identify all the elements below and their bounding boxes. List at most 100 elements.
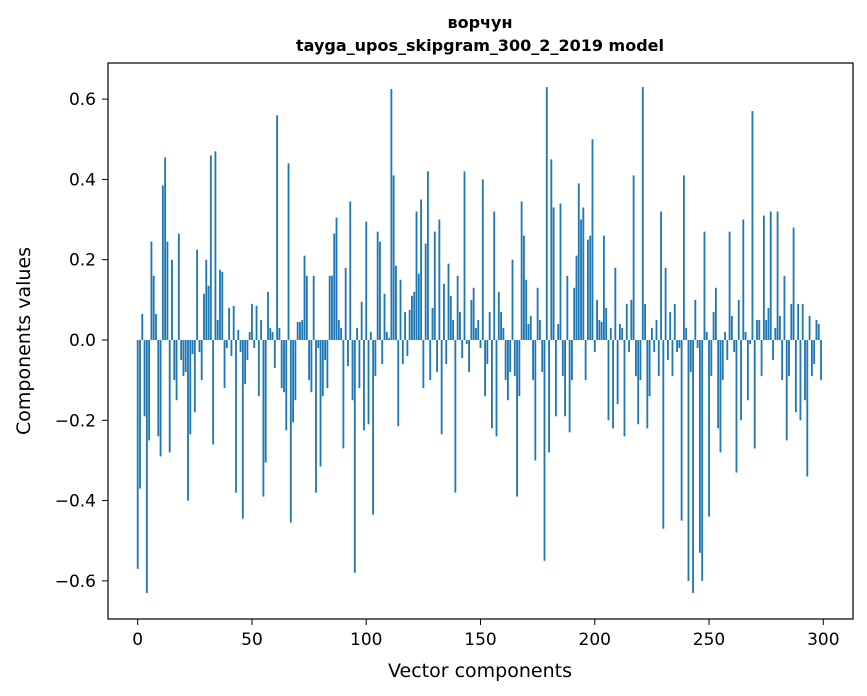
- bar: [184, 340, 187, 373]
- bar: [746, 340, 749, 401]
- bar: [543, 340, 546, 561]
- bar: [673, 303, 676, 340]
- bar: [650, 327, 653, 340]
- bar: [479, 340, 482, 349]
- bar: [395, 265, 397, 340]
- bar: [349, 201, 352, 340]
- bar: [321, 340, 324, 397]
- chart-subtitle: tayga_upos_skipgram_300_2_2019 model: [296, 36, 664, 55]
- bar: [255, 305, 258, 340]
- bar: [781, 340, 784, 381]
- bar: [637, 340, 640, 425]
- bar: [264, 340, 267, 463]
- bar: [653, 340, 656, 353]
- bar: [481, 179, 484, 340]
- bar: [230, 340, 233, 357]
- bar: [753, 340, 756, 449]
- bar: [173, 340, 176, 381]
- bar: [310, 340, 313, 393]
- bar: [580, 219, 582, 340]
- y-tick-label: −0.2: [55, 411, 96, 431]
- bar: [177, 233, 180, 340]
- bar: [783, 275, 786, 340]
- bar: [152, 275, 155, 340]
- bar: [287, 163, 290, 340]
- bar: [772, 340, 774, 361]
- bar: [516, 340, 518, 497]
- bar: [301, 319, 304, 340]
- bar: [769, 211, 772, 340]
- bar: [296, 321, 299, 340]
- bar: [271, 331, 274, 340]
- bar: [331, 275, 333, 340]
- bars-group: [136, 87, 822, 593]
- bar: [415, 211, 418, 340]
- bar: [539, 319, 541, 340]
- bar: [774, 327, 777, 340]
- bar: [155, 313, 157, 340]
- bar: [312, 275, 315, 340]
- bar: [644, 303, 646, 340]
- bar: [724, 331, 726, 340]
- bar: [397, 340, 400, 427]
- chart-title: ворчун: [447, 13, 512, 32]
- bar: [491, 340, 493, 429]
- bar: [762, 215, 765, 340]
- bar: [260, 319, 263, 340]
- bar: [477, 319, 480, 340]
- bar: [742, 219, 745, 340]
- bar: [767, 307, 770, 340]
- bar: [797, 303, 800, 340]
- bar: [465, 340, 468, 345]
- bar: [591, 139, 594, 340]
- bar: [778, 315, 781, 340]
- bar: [253, 340, 256, 349]
- bar: [244, 340, 247, 385]
- bar: [214, 151, 217, 340]
- bar: [573, 287, 576, 340]
- bar: [571, 340, 573, 381]
- bar: [493, 211, 496, 340]
- bar: [703, 231, 706, 340]
- bar: [401, 340, 404, 365]
- bar: [374, 340, 377, 377]
- bar: [740, 340, 742, 421]
- bar: [541, 340, 544, 373]
- bar: [584, 340, 587, 381]
- bar: [420, 199, 422, 340]
- bar: [810, 340, 813, 377]
- bar: [806, 340, 809, 477]
- bar: [161, 185, 164, 340]
- bar: [148, 340, 151, 441]
- bar: [586, 239, 589, 340]
- bar: [344, 267, 347, 340]
- plot-frame: [107, 62, 854, 620]
- bar: [666, 340, 669, 361]
- bar: [319, 340, 322, 467]
- bar: [171, 259, 173, 340]
- bar: [180, 340, 183, 361]
- bar: [676, 340, 678, 353]
- bar: [399, 279, 402, 340]
- bar: [422, 340, 425, 389]
- bar: [628, 340, 630, 353]
- bar: [278, 327, 281, 340]
- bar: [529, 315, 532, 340]
- bar: [536, 287, 539, 340]
- bar: [680, 340, 683, 521]
- bar: [392, 175, 395, 340]
- bar: [413, 291, 416, 340]
- bar: [671, 340, 674, 377]
- bar: [495, 340, 498, 437]
- bar: [737, 299, 740, 340]
- bar: [575, 255, 578, 340]
- bar: [726, 340, 729, 361]
- bar: [785, 340, 788, 441]
- y-tick-label: 0.0: [69, 331, 96, 351]
- bar: [486, 340, 489, 365]
- bar: [326, 340, 329, 389]
- bar: [228, 307, 231, 340]
- bar: [682, 175, 685, 340]
- bar: [612, 340, 614, 429]
